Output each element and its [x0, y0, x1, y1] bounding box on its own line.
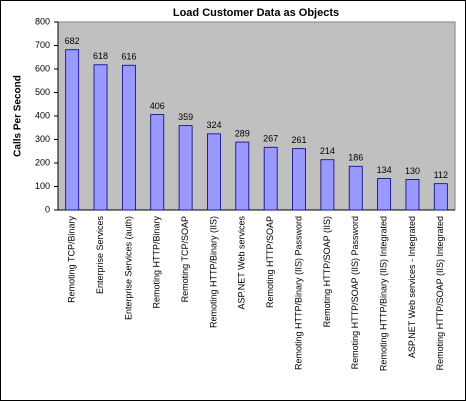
- data-label: 359: [178, 112, 193, 122]
- bar: [150, 114, 165, 211]
- data-label: 134: [377, 165, 392, 175]
- chart-title: Load Customer Data as Objects: [173, 7, 339, 19]
- x-tick-label: ASP.NET Web services: [237, 216, 247, 310]
- x-tick-label: Remoting TCP/Binary: [67, 216, 77, 303]
- data-label: 324: [206, 120, 221, 130]
- bar: [235, 141, 250, 211]
- bar: [348, 165, 363, 211]
- bar: [433, 183, 448, 211]
- bar: [377, 178, 392, 211]
- y-axis-label: Calls Per Second: [13, 75, 24, 157]
- bar: [263, 146, 278, 211]
- x-tick-label: Remoting HTTP/SOAP (IIS) Password: [350, 216, 360, 369]
- plot-area: [57, 21, 456, 211]
- x-tick-label: Enterprise Services: [95, 216, 105, 295]
- bar: [93, 64, 108, 211]
- y-tick-label: 200: [35, 157, 50, 167]
- data-label: 616: [121, 52, 136, 62]
- data-label: 112: [434, 170, 448, 180]
- y-tick-label: 500: [35, 87, 50, 97]
- x-tick-label: Remoting TCP/SOAP: [180, 216, 190, 302]
- bar: [320, 159, 335, 211]
- y-tick-label: 300: [35, 134, 50, 144]
- x-tick-label: Remoting HTTP/SOAP: [265, 216, 275, 308]
- y-tick-label: 0: [45, 204, 50, 214]
- x-tick-label: Remoting HTTP/SOAP (IIS) Integrated: [435, 216, 445, 370]
- bar: [65, 49, 80, 211]
- data-label: 186: [348, 153, 363, 163]
- y-tick-label: 100: [35, 181, 50, 191]
- data-label: 406: [150, 101, 165, 111]
- bar: [121, 64, 136, 211]
- bar: [405, 179, 420, 211]
- data-label: 214: [320, 146, 335, 156]
- y-tick-label: 600: [35, 63, 50, 73]
- data-label: 682: [65, 36, 80, 46]
- bar: [292, 148, 306, 211]
- bar: [178, 125, 193, 211]
- x-tick-label: Remoting HTTP/SOAP (IIS): [322, 216, 332, 327]
- x-tick-label: Remoting HTTP/Binary (IIS) Integrated: [378, 216, 388, 371]
- data-label: 289: [235, 128, 250, 138]
- y-tick-label: 400: [35, 110, 50, 120]
- data-label: 618: [93, 51, 108, 61]
- bar: [207, 133, 221, 211]
- x-tick-label: Remoting HTTP/Binary: [152, 216, 162, 309]
- data-label: 130: [405, 166, 420, 176]
- data-label: 261: [292, 135, 307, 145]
- x-tick-label: Remoting HTTP/Binary (IIS): [208, 216, 218, 328]
- y-tick-label: 800: [35, 16, 50, 26]
- x-tick-label: ASP.NET Web services - Integrated: [407, 216, 417, 358]
- x-tick-label: Remoting HTTP/Binary (IIS) Password: [293, 216, 303, 370]
- x-tick-label: Enterprise Services (auth): [123, 216, 133, 320]
- y-tick-label: 700: [35, 40, 50, 50]
- data-label: 267: [263, 134, 278, 144]
